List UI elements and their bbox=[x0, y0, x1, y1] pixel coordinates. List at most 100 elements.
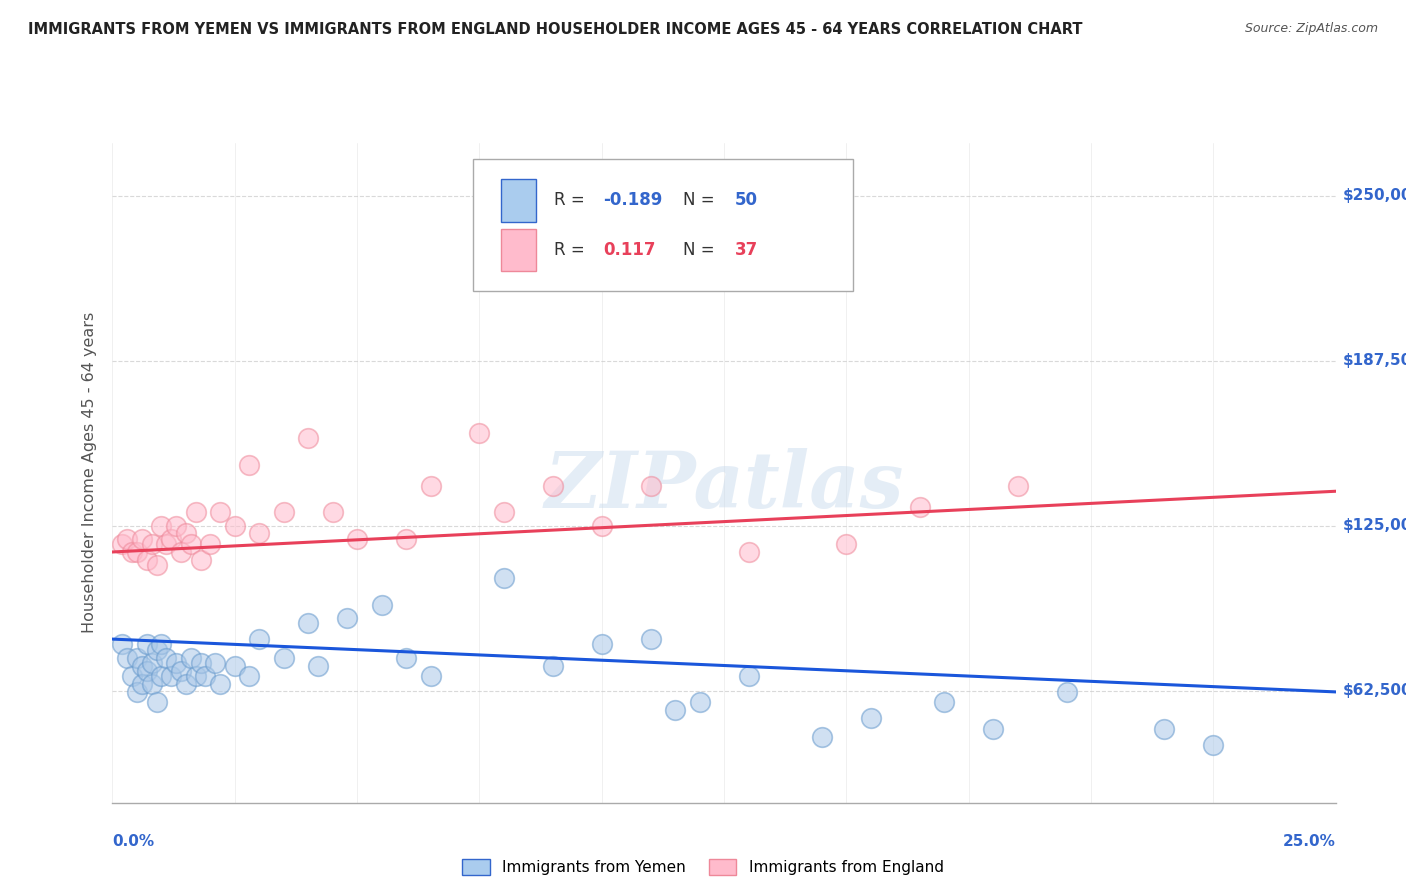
Point bbox=[190, 656, 212, 670]
Point bbox=[737, 545, 759, 559]
Text: N =: N = bbox=[682, 192, 720, 210]
Point bbox=[322, 505, 344, 519]
Point bbox=[541, 658, 564, 673]
Point bbox=[145, 642, 167, 657]
Point bbox=[273, 505, 295, 519]
Point bbox=[664, 703, 686, 717]
Y-axis label: Householder Income Ages 45 - 64 years: Householder Income Ages 45 - 64 years bbox=[82, 312, 97, 633]
Point bbox=[224, 658, 246, 673]
Point bbox=[150, 518, 173, 533]
Point bbox=[174, 677, 197, 691]
Point bbox=[908, 500, 931, 514]
Point bbox=[155, 537, 177, 551]
Point bbox=[297, 432, 319, 446]
Point bbox=[204, 656, 226, 670]
Point bbox=[209, 505, 232, 519]
Point bbox=[160, 532, 183, 546]
Text: IMMIGRANTS FROM YEMEN VS IMMIGRANTS FROM ENGLAND HOUSEHOLDER INCOME AGES 45 - 64: IMMIGRANTS FROM YEMEN VS IMMIGRANTS FROM… bbox=[28, 22, 1083, 37]
Point bbox=[224, 518, 246, 533]
Point bbox=[1202, 738, 1225, 752]
Point bbox=[141, 656, 163, 670]
Point bbox=[835, 537, 858, 551]
Point bbox=[115, 532, 138, 546]
Point bbox=[1007, 479, 1029, 493]
Point bbox=[859, 711, 882, 725]
Text: R =: R = bbox=[554, 241, 595, 259]
Bar bbox=[502, 228, 536, 271]
Point bbox=[370, 598, 392, 612]
Point bbox=[150, 637, 173, 651]
Text: 0.0%: 0.0% bbox=[112, 834, 155, 849]
Point bbox=[247, 526, 270, 541]
Point bbox=[238, 458, 260, 472]
Point bbox=[135, 664, 157, 678]
Text: R =: R = bbox=[554, 192, 591, 210]
Point bbox=[145, 696, 167, 710]
Point bbox=[180, 650, 202, 665]
Text: ZIPatlas: ZIPatlas bbox=[544, 448, 904, 524]
Text: $250,000: $250,000 bbox=[1343, 188, 1406, 203]
Point bbox=[981, 722, 1004, 736]
Point bbox=[492, 571, 515, 585]
Text: Source: ZipAtlas.com: Source: ZipAtlas.com bbox=[1244, 22, 1378, 36]
Point bbox=[145, 558, 167, 573]
Point bbox=[419, 479, 441, 493]
Point bbox=[297, 616, 319, 631]
Text: $125,000: $125,000 bbox=[1343, 518, 1406, 533]
Text: -0.189: -0.189 bbox=[603, 192, 662, 210]
Text: $62,500: $62,500 bbox=[1343, 683, 1406, 698]
Bar bbox=[502, 179, 536, 222]
Point bbox=[238, 669, 260, 683]
Point bbox=[346, 532, 368, 546]
Point bbox=[150, 669, 173, 683]
Point bbox=[1056, 685, 1078, 699]
Point bbox=[395, 532, 418, 546]
Point bbox=[131, 532, 153, 546]
Point bbox=[141, 677, 163, 691]
Point bbox=[184, 669, 207, 683]
Point bbox=[184, 505, 207, 519]
Point bbox=[468, 426, 491, 441]
Point bbox=[170, 664, 193, 678]
Point bbox=[111, 537, 134, 551]
Point bbox=[180, 537, 202, 551]
Text: 50: 50 bbox=[735, 192, 758, 210]
Point bbox=[131, 677, 153, 691]
Point bbox=[811, 730, 834, 744]
Point bbox=[541, 479, 564, 493]
Point bbox=[419, 669, 441, 683]
Point bbox=[125, 685, 148, 699]
Point bbox=[273, 650, 295, 665]
FancyBboxPatch shape bbox=[474, 159, 852, 292]
Point bbox=[336, 611, 359, 625]
Point bbox=[174, 526, 197, 541]
Point bbox=[1153, 722, 1175, 736]
Point bbox=[737, 669, 759, 683]
Text: N =: N = bbox=[682, 241, 720, 259]
Point bbox=[121, 669, 143, 683]
Text: 37: 37 bbox=[735, 241, 758, 259]
Text: 0.117: 0.117 bbox=[603, 241, 655, 259]
Point bbox=[170, 545, 193, 559]
Point bbox=[307, 658, 329, 673]
Point bbox=[165, 656, 187, 670]
Point bbox=[689, 696, 711, 710]
Point bbox=[141, 537, 163, 551]
Point bbox=[200, 537, 222, 551]
Point bbox=[121, 545, 143, 559]
Point bbox=[125, 545, 148, 559]
Point bbox=[131, 658, 153, 673]
Point bbox=[165, 518, 187, 533]
Point bbox=[591, 518, 613, 533]
Point bbox=[135, 637, 157, 651]
Point bbox=[115, 650, 138, 665]
Point bbox=[155, 650, 177, 665]
Point bbox=[640, 479, 662, 493]
Point bbox=[934, 696, 956, 710]
Point bbox=[209, 677, 232, 691]
Point bbox=[395, 650, 418, 665]
Point bbox=[640, 632, 662, 646]
Point bbox=[247, 632, 270, 646]
Point bbox=[591, 637, 613, 651]
Point bbox=[492, 505, 515, 519]
